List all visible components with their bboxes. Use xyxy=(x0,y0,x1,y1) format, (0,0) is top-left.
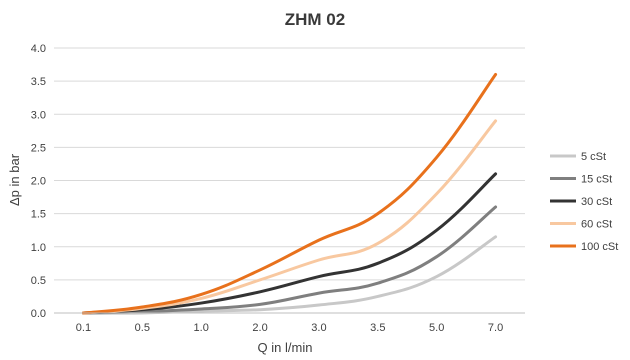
legend: 5 cSt 15 cSt 30 cSt 60 cSt 100 cSt xyxy=(550,151,618,253)
y-tick-label: 2.0 xyxy=(31,176,46,188)
y-tick-label: 3.5 xyxy=(31,76,46,88)
y-tick-label: 0.0 xyxy=(31,308,46,320)
x-tick-label: 3.5 xyxy=(370,322,385,334)
series-line-5-cst xyxy=(81,235,498,315)
series-line-60-cst xyxy=(81,119,498,315)
x-tick-label: 7.0 xyxy=(488,322,503,334)
legend-label: 100 cSt xyxy=(581,241,618,253)
gridlines xyxy=(54,47,525,281)
series-line-30-cst xyxy=(81,172,498,315)
x-tick-label: 0.1 xyxy=(76,322,91,334)
y-tick-label: 1.0 xyxy=(31,242,46,254)
legend-label: 30 cSt xyxy=(581,196,612,208)
legend-label: 5 cSt xyxy=(581,151,606,163)
series-line-15-cst xyxy=(81,205,498,315)
y-tick-label: 1.5 xyxy=(31,209,46,221)
y-tick-label: 2.5 xyxy=(31,142,46,154)
y-axis-label: Δp in bar xyxy=(7,153,22,206)
x-axis-ticks: 0.1 0.5 1.0 2.0 3.0 3.5 5.0 7.0 xyxy=(76,322,503,334)
y-tick-label: 3.0 xyxy=(31,109,46,121)
y-axis-ticks: 0.0 0.5 1.0 1.5 2.0 2.5 3.0 3.5 4.0 xyxy=(31,43,46,320)
y-tick-label: 0.5 xyxy=(31,275,46,287)
y-tick-label: 4.0 xyxy=(31,43,46,55)
x-tick-label: 0.5 xyxy=(135,322,150,334)
x-tick-label: 5.0 xyxy=(429,322,444,334)
legend-label: 60 cSt xyxy=(581,219,612,231)
x-tick-label: 1.0 xyxy=(194,322,209,334)
series-lines xyxy=(81,73,498,315)
x-axis-label: Q in l/min xyxy=(258,340,313,355)
chart-title: ZHM 02 xyxy=(285,10,345,29)
x-tick-label: 3.0 xyxy=(311,322,326,334)
series-line-100-cst xyxy=(81,73,498,315)
x-tick-label: 2.0 xyxy=(252,322,267,334)
legend-label: 15 cSt xyxy=(581,174,612,186)
